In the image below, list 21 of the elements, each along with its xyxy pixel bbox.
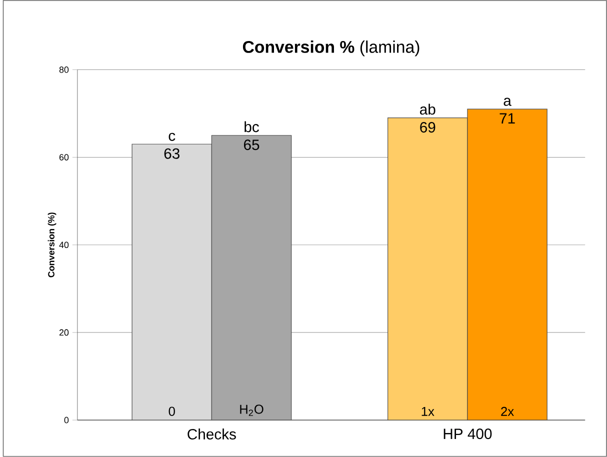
data-label: 71 [500, 113, 515, 124]
y-tick-label: 80 [59, 66, 69, 73]
series-label: H$_{2}$O [240, 404, 264, 416]
y-tick-label: 0 [64, 416, 69, 424]
series-label: 1x [422, 407, 434, 416]
y-tick-label: 60 [59, 154, 69, 160]
annotation: a [504, 98, 512, 106]
series-label: 2x [501, 406, 514, 416]
x-tick-label: Checks [188, 428, 236, 440]
y-tick-label: 20 [59, 329, 69, 336]
data-label: 63 [164, 148, 180, 159]
data-label: 69 [420, 122, 436, 133]
chart-title: Conversion % (lamina) [242, 40, 420, 56]
y-tick-label: 40 [59, 242, 69, 248]
x-tick-label: HP 400 [444, 428, 492, 440]
annotation: bc [244, 121, 259, 132]
annotation: ab [420, 104, 436, 115]
y-axis-title: Conversion (%) [48, 212, 56, 278]
data-label: 65 [244, 140, 260, 150]
annotation: c [168, 132, 176, 141]
series-label: 0 [168, 406, 175, 416]
